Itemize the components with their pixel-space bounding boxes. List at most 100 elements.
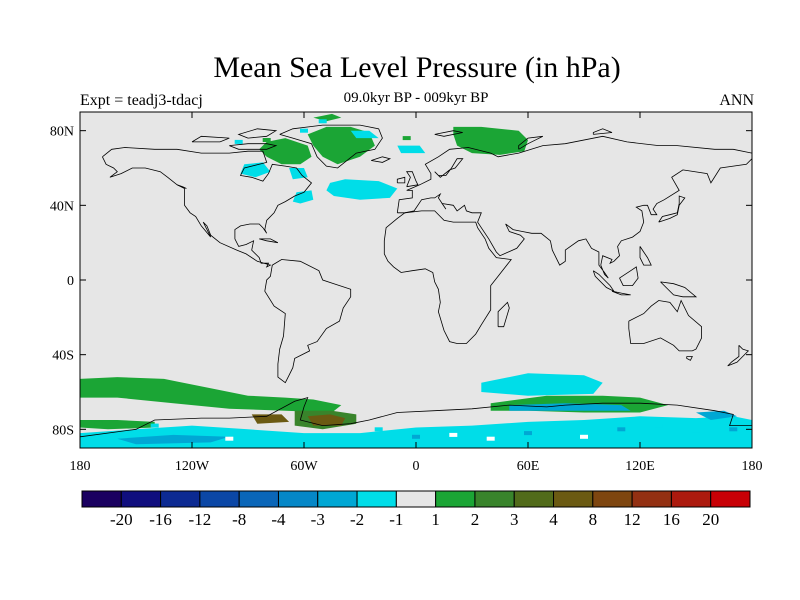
anomaly-region-18 — [509, 403, 631, 411]
colorbar-label-5: -3 — [311, 510, 325, 529]
x-tick-label-3: 0 — [413, 459, 420, 474]
colorbar-label-6: -2 — [350, 510, 364, 529]
colorbar-label-14: 16 — [663, 510, 680, 529]
colorbar-label-1: -16 — [149, 510, 172, 529]
colorbar-label-12: 8 — [589, 510, 598, 529]
anomaly-speckle-2 — [188, 427, 196, 432]
anomaly-region-17 — [80, 416, 752, 448]
anomaly-region-10 — [326, 179, 398, 200]
colorbar-swatch-0 — [81, 490, 122, 508]
colorbar-swatch-4 — [238, 490, 279, 508]
coastline-segment-26 — [434, 130, 463, 137]
colorbar-label-13: 12 — [624, 510, 641, 529]
coastline-segment-13 — [619, 266, 639, 287]
y-tick-label-4: 80S — [52, 423, 74, 438]
coastline-segment-28 — [80, 396, 752, 438]
colorbar-swatch-3 — [199, 490, 240, 508]
coastline-segment-9 — [727, 345, 750, 367]
coastline-layer — [80, 124, 752, 438]
anomaly-region-20 — [117, 434, 230, 445]
colorbar-label-11: 4 — [549, 510, 558, 529]
coastline-segment-7 — [628, 299, 702, 352]
coastline-segment-23 — [191, 135, 230, 143]
colorbar-label-8: 1 — [431, 510, 440, 529]
anomaly-region-11 — [240, 162, 271, 178]
x-tick-label-0: 180 — [70, 459, 91, 474]
colorbar-label-7: -1 — [389, 510, 403, 529]
coastline-segment-5 — [383, 210, 512, 344]
colorbar-swatch-10 — [474, 490, 515, 508]
colorbar-swatch-15 — [670, 490, 712, 508]
colorbar: -20 -16 -12 -8 -4 -3 -2 -1 1 2 3 4 8 12 16 20 — [81, 490, 751, 529]
anomaly-region-3 — [453, 126, 528, 155]
coastline-segment-25 — [518, 135, 544, 150]
anomaly-region-6 — [80, 420, 155, 430]
x-tick-label-4: 60E — [517, 459, 540, 474]
colorbar-swatch-2 — [160, 490, 201, 508]
colorbar-swatch-6 — [317, 490, 358, 508]
coastline-segment-24 — [237, 128, 278, 139]
coastline-segment-18 — [371, 156, 392, 163]
anomaly-speckle-19 — [318, 119, 327, 124]
coastline-segment-10 — [658, 195, 686, 223]
colorbar-label-0: -20 — [110, 510, 133, 529]
anomaly-speckle-15 — [262, 138, 271, 142]
map-title: Mean Sea Level Pressure (in hPa) — [213, 51, 621, 84]
anomaly-speckle-1 — [150, 423, 159, 428]
y-tick-label-3: 40S — [52, 349, 74, 364]
coastline-segment-20 — [434, 158, 464, 178]
y-tick-label-2: 0 — [67, 274, 74, 289]
colorbar-label-3: -8 — [232, 510, 246, 529]
colorbar-swatch-16 — [710, 490, 751, 508]
colorbar-swatch-12 — [553, 490, 594, 508]
coastline-segment-21 — [176, 184, 187, 189]
anomaly-region-4 — [80, 377, 342, 413]
anomaly-speckle-6 — [412, 434, 420, 439]
anomaly-speckle-5 — [374, 427, 383, 432]
anomaly-speckle-11 — [617, 427, 626, 432]
period-label: 09.0kyr BP - 009kyr BP — [343, 90, 489, 106]
anomaly-speckle-3 — [225, 436, 234, 441]
y-tick-label-0: 80N — [50, 125, 74, 140]
coastline-segment-16 — [405, 171, 419, 188]
coastline-segment-3 — [396, 135, 752, 213]
anomaly-speckle-14 — [729, 427, 738, 432]
colorbar-swatch-5 — [277, 490, 319, 508]
axis-ticks: 180 120W 60W 0 60E 120E 180 80N 40N 0 40S 80S — [50, 112, 763, 474]
coastline-segment-22 — [229, 143, 278, 150]
coastline-segment-15 — [639, 246, 652, 266]
anomaly-region-13 — [292, 190, 314, 204]
coastline-segment-6 — [497, 301, 510, 328]
colorbar-swatch-11 — [513, 490, 555, 508]
coastline-segment-4 — [397, 158, 752, 279]
colorbar-swatch-1 — [120, 490, 162, 508]
colorbar-swatch-13 — [592, 490, 633, 508]
coastline-segment-12 — [611, 290, 631, 296]
coastline-segment-0 — [102, 147, 313, 268]
anomaly-speckle-9 — [524, 431, 532, 436]
season-label: ANN — [719, 92, 754, 109]
experiment-label: Expt = teadj3-tdacj — [80, 92, 203, 109]
coastline-segment-14 — [660, 281, 698, 298]
coastline-segment-17 — [396, 176, 406, 184]
colorbar-swatch-8 — [395, 490, 437, 508]
coastline-segment-2 — [279, 124, 383, 169]
anomaly-speckle-12 — [654, 423, 663, 428]
colorbar-label-2: -12 — [189, 510, 212, 529]
anomaly-speckle-10 — [580, 434, 588, 439]
coastline-segment-19 — [259, 238, 279, 244]
anomaly-speckle-0 — [94, 421, 103, 426]
x-tick-label-6: 180 — [742, 459, 763, 474]
colorbar-swatch-14 — [631, 490, 672, 508]
x-tick-label-5: 120E — [625, 459, 655, 474]
colorbar-label-10: 3 — [510, 510, 519, 529]
anomaly-speckle-8 — [486, 436, 495, 441]
anomaly-speckle-16 — [234, 139, 243, 144]
anomaly-speckle-17 — [300, 128, 308, 133]
anomaly-region-8 — [307, 414, 346, 426]
anomaly-region-15 — [397, 145, 426, 154]
anomaly-speckle-13 — [692, 432, 700, 437]
colorbar-swatch-7 — [356, 490, 397, 508]
x-tick-label-1: 120W — [175, 459, 210, 474]
colorbar-label-9: 2 — [471, 510, 480, 529]
